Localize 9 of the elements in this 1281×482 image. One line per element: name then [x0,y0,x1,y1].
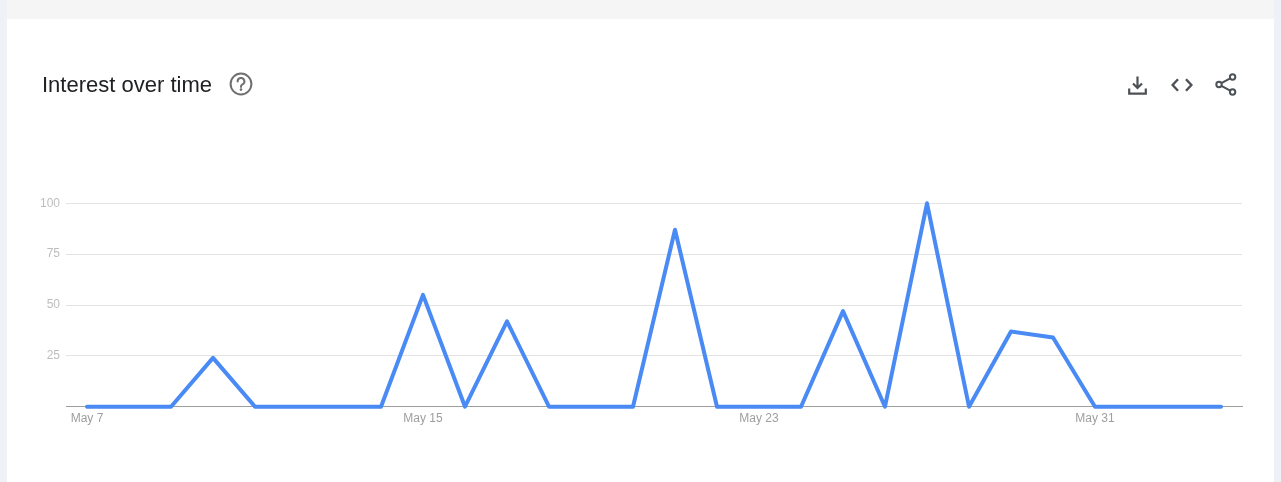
x-tick-label: May 31 [1075,411,1115,426]
x-tick-label: May 23 [739,411,779,426]
y-tick-label: 25 [46,348,61,363]
x-tick-label: May 7 [70,411,104,426]
y-tick-label: 75 [46,246,61,261]
y-tick-label: 50 [46,297,61,312]
x-tick-label: May 15 [403,411,443,426]
chart-title: Interest over time [42,72,212,97]
y-tick-label: 100 [39,195,61,210]
